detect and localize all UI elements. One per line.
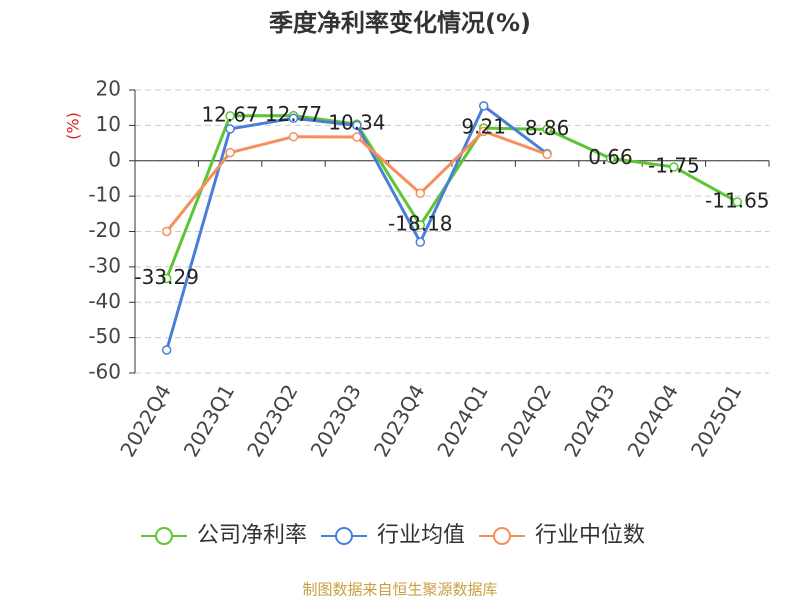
data-label: 10.34 bbox=[328, 111, 385, 135]
legend-marker bbox=[335, 527, 353, 545]
x-tick-label: 2024Q1 bbox=[432, 380, 492, 461]
y-tick-label: -50 bbox=[88, 324, 121, 348]
x-tick-label: 2024Q2 bbox=[496, 380, 556, 461]
series-line bbox=[165, 103, 549, 351]
series-line bbox=[165, 114, 739, 280]
x-tick-label: 2024Q4 bbox=[623, 380, 683, 461]
y-tick-label: -30 bbox=[88, 253, 121, 277]
point bbox=[161, 273, 172, 284]
y-tick-label: -60 bbox=[88, 360, 121, 384]
x-tick-label: 2024Q3 bbox=[559, 380, 619, 461]
point bbox=[225, 124, 235, 134]
point bbox=[288, 113, 299, 124]
point bbox=[225, 147, 235, 158]
legend-item: 行业中位数 bbox=[479, 523, 645, 548]
x-tick-label: 2023Q4 bbox=[369, 380, 429, 461]
point bbox=[542, 149, 552, 160]
y-tick-label: 20 bbox=[96, 77, 121, 101]
x-tick-label: 2025Q1 bbox=[686, 380, 746, 461]
point bbox=[415, 188, 426, 199]
legend-item: 行业均值 bbox=[321, 523, 465, 548]
legend-marker bbox=[493, 527, 511, 545]
legend-label: 行业均值 bbox=[377, 523, 465, 548]
point bbox=[352, 132, 362, 142]
point bbox=[605, 153, 616, 164]
y-tick-label: -10 bbox=[88, 183, 121, 207]
legend-item: 公司净利率 bbox=[141, 523, 307, 548]
point bbox=[415, 237, 426, 247]
point bbox=[352, 120, 362, 131]
data-label: -33.29 bbox=[134, 265, 198, 289]
point bbox=[542, 124, 552, 135]
point bbox=[478, 126, 489, 137]
point bbox=[161, 345, 172, 355]
legend-label: 公司净利率 bbox=[197, 523, 307, 548]
point bbox=[478, 101, 489, 111]
point bbox=[288, 131, 299, 142]
data-label: 12.67 bbox=[201, 102, 258, 126]
data-label: 8.86 bbox=[525, 116, 570, 140]
source-note: 制图数据来自恒生聚源数据库 bbox=[302, 581, 497, 599]
y-tick-label: 0 bbox=[108, 147, 121, 171]
point bbox=[415, 220, 426, 230]
legend-label: 行业中位数 bbox=[535, 523, 645, 548]
point bbox=[225, 111, 235, 121]
x-tick-label: 2022Q4 bbox=[115, 380, 175, 461]
data-label: 9.21 bbox=[461, 115, 506, 139]
legend-marker bbox=[155, 527, 173, 545]
y-tick-label: -20 bbox=[88, 218, 121, 242]
y-tick-label: -40 bbox=[88, 289, 121, 313]
data-label: 0.66 bbox=[588, 145, 633, 169]
data-label: -18.18 bbox=[388, 212, 452, 236]
data-label: 12.77 bbox=[265, 102, 322, 126]
point bbox=[161, 226, 172, 237]
x-tick-label: 2023Q3 bbox=[306, 380, 366, 461]
x-tick-label: 2023Q1 bbox=[179, 380, 239, 461]
data-label: -1.75 bbox=[648, 153, 700, 177]
data-label: -11.65 bbox=[705, 188, 769, 212]
x-tick-label: 2023Q2 bbox=[242, 380, 302, 461]
point bbox=[732, 197, 743, 207]
y-axis-label: (%) bbox=[64, 112, 83, 140]
y-tick-label: 10 bbox=[96, 112, 121, 136]
point bbox=[669, 162, 679, 172]
chart-title: 季度净利率变化情况(%) bbox=[269, 9, 531, 37]
